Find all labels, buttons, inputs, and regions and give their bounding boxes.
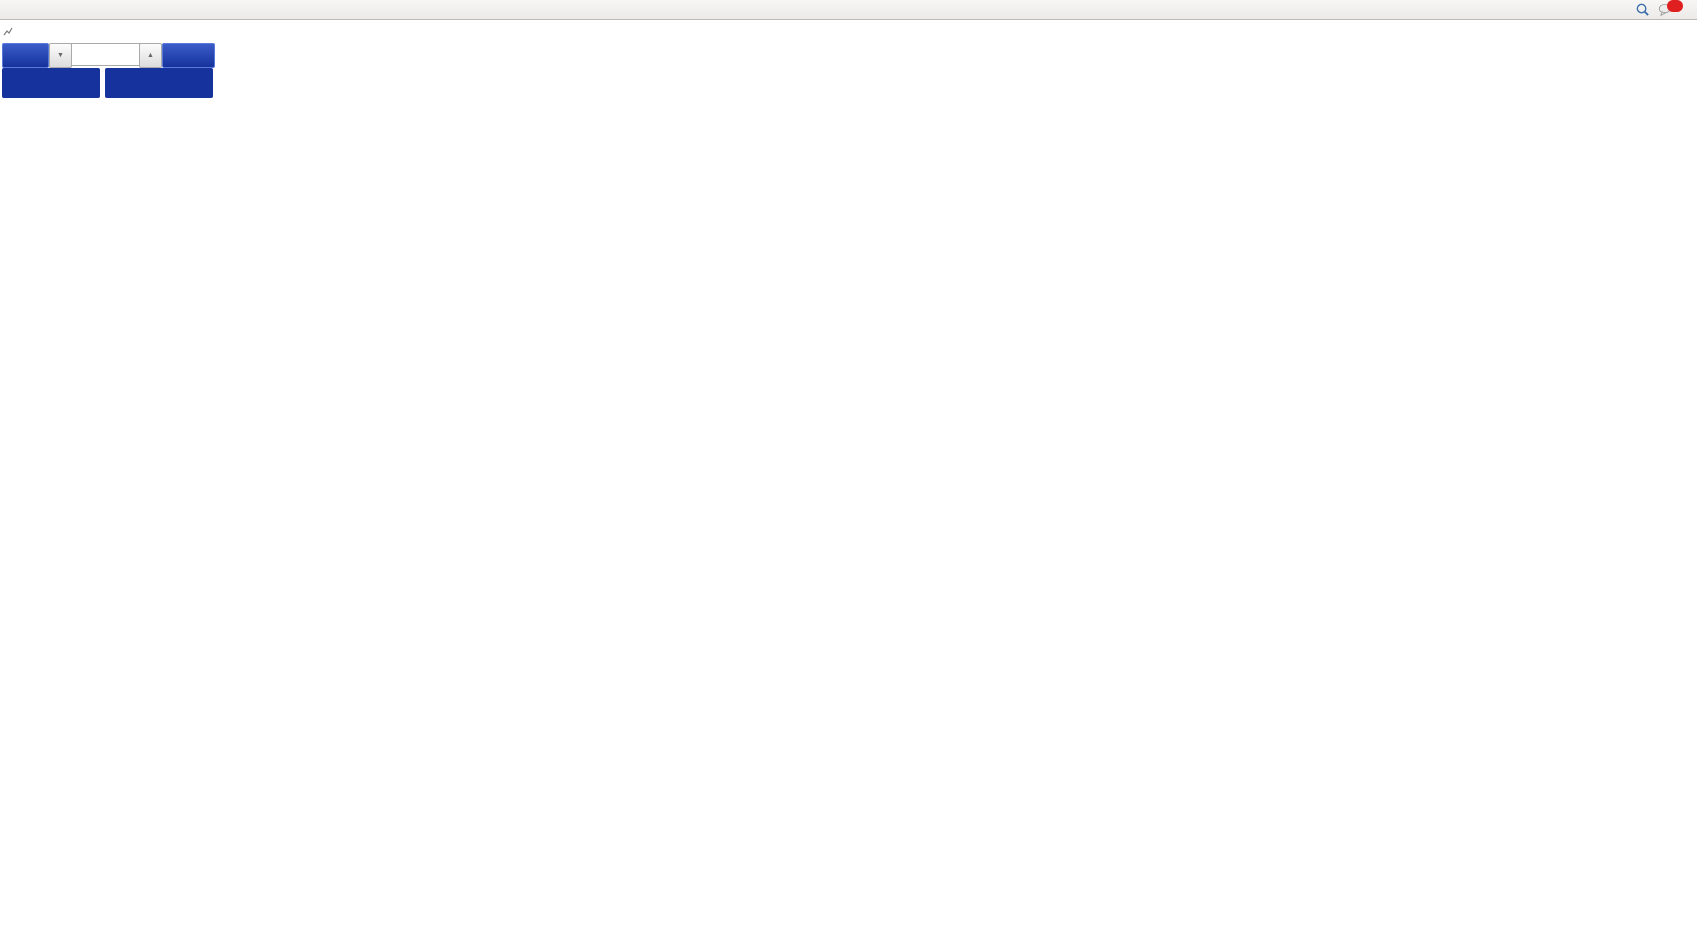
price-chart-canvas[interactable] (0, 20, 1650, 920)
chart-symbol-icon (3, 27, 13, 36)
chat-button[interactable] (1654, 0, 1693, 19)
toolbar-right (1631, 0, 1693, 19)
search-button[interactable] (1631, 0, 1654, 19)
sell-price-display[interactable] (2, 68, 100, 98)
volume-increase-button[interactable]: ▲ (139, 43, 162, 68)
search-icon (1636, 3, 1649, 16)
one-click-trading-panel: ▼ ▲ (2, 43, 215, 98)
sell-button[interactable] (2, 43, 49, 68)
buy-price-display[interactable] (105, 68, 213, 98)
notification-badge (1667, 0, 1683, 12)
volume-input[interactable] (71, 43, 143, 66)
volume-decrease-button[interactable]: ▼ (49, 43, 72, 68)
buy-button[interactable] (162, 43, 215, 68)
main-toolbar (0, 0, 1697, 20)
